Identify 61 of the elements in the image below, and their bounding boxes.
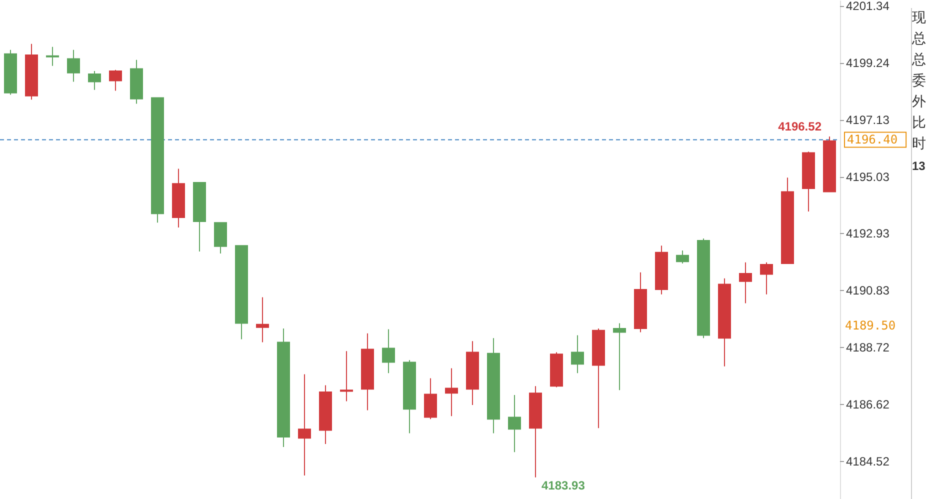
candlestick (760, 262, 773, 295)
text: 比 (912, 114, 927, 133)
candlestick (613, 322, 626, 391)
text: 总 (912, 51, 927, 70)
candlestick (403, 360, 416, 434)
y-tick-label: 4197.13 (846, 112, 890, 127)
candlestick (256, 296, 269, 343)
candlestick (424, 378, 437, 420)
candlestick (697, 238, 710, 339)
candlestick (151, 97, 164, 224)
candlestick (25, 43, 38, 100)
candlestick (634, 272, 647, 333)
candlestick (802, 151, 815, 212)
candlestick (550, 352, 563, 388)
text: 4189.50 (845, 318, 896, 333)
candlestick (277, 328, 290, 448)
candlestick (781, 177, 794, 264)
candlestick (592, 328, 605, 429)
candlestick (487, 338, 500, 434)
annotation: 4196.52 (778, 119, 822, 134)
candlestick (235, 245, 248, 340)
text: 13 (912, 159, 926, 173)
candlestick (571, 334, 584, 374)
candlestick (46, 46, 59, 66)
text: 现 (912, 9, 927, 28)
candlestick (109, 69, 122, 92)
candlestick (214, 222, 227, 254)
candlestick (340, 350, 353, 402)
candlestick (319, 384, 332, 445)
candlestick (67, 49, 80, 82)
candlestick (445, 368, 458, 417)
candlestick (298, 374, 311, 476)
candlestick (361, 332, 374, 411)
candlestick (193, 182, 206, 252)
annotation: 4183.93 (542, 478, 586, 492)
y-tick-label: 4188.72 (846, 340, 890, 355)
candlestick (4, 49, 17, 96)
y-tick-label: 4186.62 (846, 398, 890, 412)
y-tick-label: 4190.83 (846, 284, 890, 298)
text: 时 (912, 135, 927, 154)
candlestick (130, 59, 143, 104)
y-tick-label: 4192.93 (846, 226, 890, 241)
candlestick (508, 394, 521, 453)
text: 总 (912, 30, 927, 49)
candlestick (172, 168, 185, 228)
ref-line-label: 4196.40 (847, 132, 898, 147)
y-tick-label: 4201.34 (846, 0, 890, 13)
candlestick (529, 386, 542, 478)
text: 委 (912, 72, 927, 91)
y-tick-label: 4195.03 (846, 170, 890, 184)
candlestick (88, 70, 101, 90)
candlestick (676, 250, 689, 264)
text: 外 (912, 93, 927, 112)
candlestick (823, 136, 836, 192)
candlestick (718, 278, 731, 367)
y-tick-label: 4199.24 (846, 56, 890, 70)
y-tick-label: 4184.52 (846, 454, 890, 468)
candlestick (655, 245, 668, 295)
candlestick (382, 328, 395, 374)
candlestick (739, 262, 752, 304)
candlestick (466, 340, 479, 406)
